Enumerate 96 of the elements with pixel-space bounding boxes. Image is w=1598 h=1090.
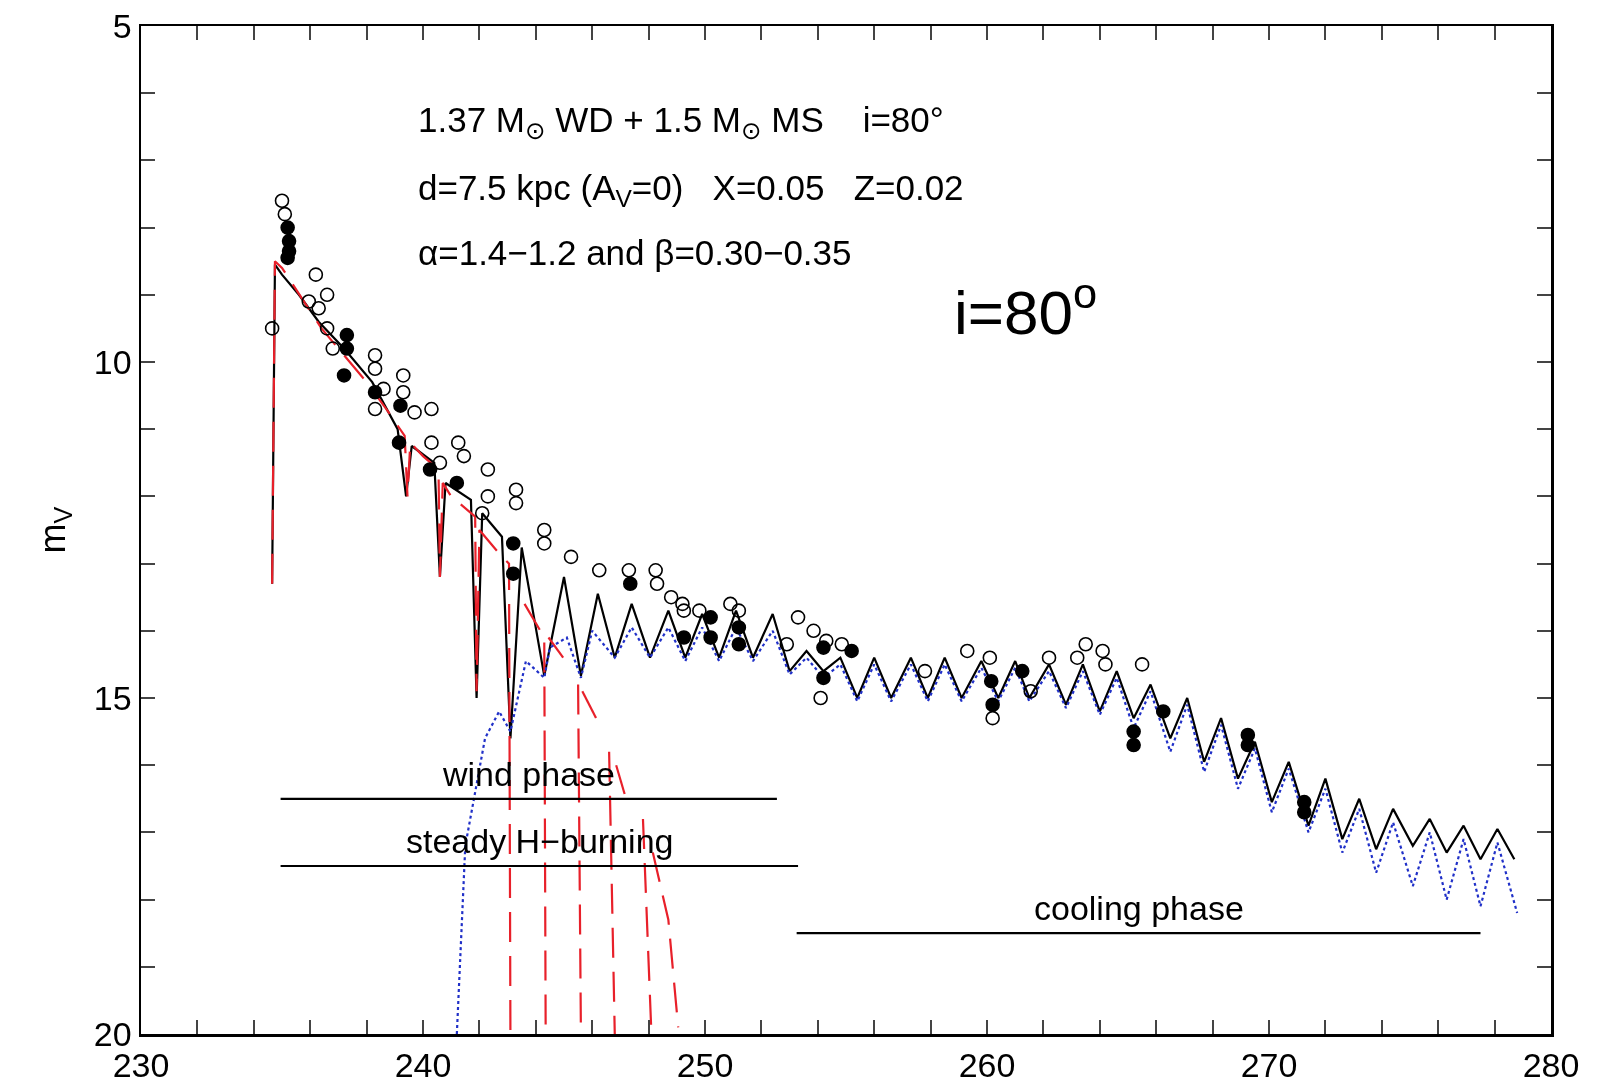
point bbox=[456, 448, 472, 464]
x-tick-label: 260 bbox=[958, 1046, 1016, 1085]
point bbox=[424, 435, 439, 450]
point bbox=[395, 384, 411, 400]
point bbox=[1095, 643, 1110, 659]
point bbox=[536, 536, 552, 551]
point bbox=[676, 630, 692, 645]
point bbox=[339, 341, 355, 356]
point bbox=[391, 435, 407, 450]
point bbox=[367, 401, 383, 417]
point bbox=[407, 405, 422, 420]
annotation: i=80$^{o}$ bbox=[954, 269, 1098, 348]
point bbox=[563, 549, 579, 565]
point bbox=[367, 347, 383, 363]
point bbox=[424, 401, 439, 417]
point bbox=[723, 596, 738, 612]
point bbox=[591, 563, 607, 578]
point bbox=[395, 368, 411, 383]
point bbox=[982, 650, 998, 665]
point bbox=[311, 300, 326, 316]
point bbox=[339, 327, 355, 343]
point bbox=[813, 690, 828, 706]
point bbox=[790, 610, 806, 625]
point bbox=[959, 643, 975, 659]
point bbox=[1126, 724, 1141, 739]
point bbox=[336, 368, 352, 383]
point bbox=[1014, 663, 1030, 679]
series-label: cooling phase bbox=[1034, 889, 1244, 927]
point bbox=[985, 697, 1000, 713]
point bbox=[1098, 657, 1113, 672]
x-tick-label: 250 bbox=[676, 1046, 734, 1085]
point bbox=[816, 670, 831, 686]
point bbox=[675, 596, 690, 612]
point bbox=[264, 321, 280, 336]
x-tick-label: 270 bbox=[1240, 1046, 1298, 1085]
point bbox=[367, 361, 383, 377]
point bbox=[474, 505, 490, 521]
point bbox=[663, 589, 679, 605]
point bbox=[1041, 650, 1057, 665]
point bbox=[505, 536, 521, 551]
point bbox=[274, 193, 290, 209]
point bbox=[703, 610, 718, 625]
point bbox=[319, 321, 335, 336]
point bbox=[703, 630, 718, 645]
y-tick-label: 10 bbox=[93, 342, 132, 381]
x-tick-label: 280 bbox=[1522, 1046, 1580, 1085]
point bbox=[692, 603, 707, 618]
point bbox=[834, 636, 850, 652]
point bbox=[450, 435, 466, 450]
annotation: α=1.4−1.2 and β=0.30−0.35 bbox=[418, 233, 852, 272]
point bbox=[277, 206, 293, 222]
annotation: 1.37 M$_{⊙}$ WD + 1.5 M$_{⊙}$ MS i=80° bbox=[418, 100, 944, 145]
point bbox=[536, 522, 552, 538]
y-tick-label: 5 bbox=[112, 6, 132, 45]
point bbox=[280, 220, 295, 235]
point bbox=[731, 620, 747, 635]
point bbox=[731, 636, 747, 652]
x-tick-label: 240 bbox=[394, 1046, 452, 1085]
point bbox=[983, 673, 999, 689]
point bbox=[508, 482, 524, 497]
point bbox=[393, 398, 408, 413]
point bbox=[367, 384, 383, 400]
annotation: d=7.5 kpc (A$_{V}$=0) X=0.05 Z=0.02 bbox=[418, 168, 964, 213]
point bbox=[508, 495, 524, 511]
point bbox=[376, 381, 391, 397]
point bbox=[917, 663, 933, 679]
point bbox=[985, 710, 1000, 726]
point bbox=[676, 603, 692, 618]
point bbox=[1069, 650, 1085, 665]
point bbox=[505, 566, 521, 581]
point bbox=[422, 462, 438, 477]
point bbox=[806, 623, 821, 639]
point bbox=[648, 563, 663, 578]
point bbox=[1126, 737, 1141, 753]
point bbox=[649, 576, 665, 592]
point bbox=[779, 636, 795, 652]
point bbox=[480, 462, 496, 477]
point bbox=[1078, 636, 1093, 652]
point bbox=[432, 455, 448, 471]
point bbox=[308, 267, 324, 282]
point bbox=[281, 233, 297, 249]
point bbox=[301, 294, 317, 309]
point bbox=[844, 643, 859, 659]
point bbox=[449, 475, 465, 491]
point bbox=[818, 633, 834, 649]
point bbox=[325, 341, 341, 356]
point bbox=[1134, 657, 1150, 672]
point bbox=[621, 563, 637, 578]
y-tick-label: 15 bbox=[93, 678, 132, 717]
point bbox=[1023, 683, 1039, 699]
point bbox=[1155, 704, 1171, 719]
point bbox=[731, 603, 747, 618]
point bbox=[816, 640, 831, 655]
point bbox=[319, 287, 335, 303]
point bbox=[622, 576, 638, 592]
point bbox=[480, 489, 496, 504]
